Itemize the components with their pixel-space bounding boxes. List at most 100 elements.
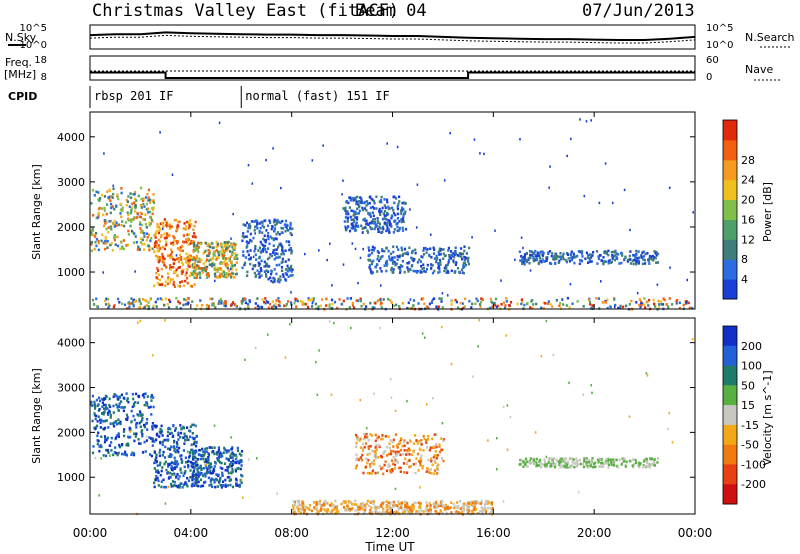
heatmap-cell	[398, 220, 401, 223]
heatmap-cell	[543, 463, 546, 467]
heatmap-cell	[426, 306, 429, 309]
heatmap-cell	[351, 304, 354, 307]
heatmap-cell	[644, 306, 647, 309]
heatmap-cell	[215, 477, 218, 481]
heatmap-cell	[172, 283, 175, 286]
heatmap-cell	[101, 401, 104, 404]
heatmap-cell	[195, 435, 198, 438]
heatmap-cell	[93, 194, 96, 197]
heatmap-cell	[354, 509, 357, 512]
heatmap-cell	[232, 453, 235, 456]
heatmap-cell	[127, 217, 130, 220]
heatmap-cell	[520, 459, 523, 462]
heatmap-cell	[411, 503, 414, 506]
heatmap-cell	[286, 264, 289, 268]
heatmap-cell	[435, 305, 438, 309]
heatmap-cell	[102, 403, 106, 407]
heatmap-cell	[115, 221, 118, 224]
heatmap-cell	[207, 464, 210, 468]
heatmap-cell	[430, 472, 433, 475]
heatmap-cell	[218, 300, 221, 303]
heatmap-cell	[178, 285, 182, 288]
heatmap-cell	[143, 403, 146, 407]
heatmap-cell	[199, 478, 203, 482]
heatmap-cell	[576, 300, 579, 303]
heatmap-cell	[587, 460, 590, 464]
heatmap-cell	[635, 301, 638, 304]
heatmap-cell	[355, 299, 358, 302]
heatmap-cell	[423, 437, 426, 441]
heatmap-cell	[194, 462, 197, 466]
heatmap-cell	[366, 436, 369, 439]
heatmap-cell	[265, 250, 268, 254]
heatmap-cell	[167, 430, 170, 434]
heatmap-cell	[230, 273, 233, 277]
heatmap-cell	[267, 306, 270, 310]
heatmap-cell	[127, 301, 130, 305]
heatmap-cell	[269, 253, 272, 256]
heatmap-cell	[155, 474, 158, 478]
heatmap-cell	[181, 272, 184, 275]
heatmap-cell	[391, 206, 394, 210]
heatmap-cell	[108, 397, 111, 401]
heatmap-cell	[530, 250, 533, 253]
heatmap-cell	[365, 427, 368, 430]
heatmap-cell	[314, 507, 317, 511]
heatmap-cell	[131, 451, 134, 455]
heatmap-cell	[442, 257, 445, 260]
heatmap-cell	[458, 252, 461, 255]
heatmap-cell	[447, 258, 451, 262]
heatmap-cell	[403, 444, 406, 448]
heatmap-cell	[160, 267, 163, 271]
heatmap-cell	[153, 451, 156, 454]
heatmap-cell	[490, 300, 493, 303]
heatmap-cell	[391, 468, 394, 471]
heatmap-cell	[146, 192, 149, 196]
heatmap-cell	[225, 449, 228, 452]
heatmap-cell	[419, 260, 422, 263]
heatmap-cell	[158, 225, 161, 229]
heatmap-cell	[433, 446, 436, 449]
heatmap-cell	[314, 302, 317, 306]
heatmap-cell	[273, 268, 276, 271]
heatmap-cell	[429, 446, 432, 449]
heatmap-cell	[537, 254, 540, 258]
heatmap-cell	[457, 506, 460, 510]
heatmap-cell	[142, 218, 145, 221]
heatmap-cell	[201, 484, 204, 488]
heatmap-cell	[119, 247, 122, 250]
heatmap-cell	[416, 452, 420, 456]
heatmap-cell	[375, 448, 378, 452]
heatmap-cell	[654, 252, 657, 255]
heatmap-cell	[262, 226, 266, 229]
heatmap-cell	[408, 246, 411, 250]
heatmap-cell	[623, 188, 626, 192]
heatmap-cell	[192, 458, 195, 461]
heatmap-cell	[236, 257, 239, 260]
heatmap-cell	[386, 508, 389, 511]
heatmap-cell	[230, 447, 233, 451]
heatmap-cell	[269, 235, 272, 238]
heatmap-cell	[100, 207, 104, 210]
heatmap-cell	[117, 435, 120, 439]
heatmap-cell	[532, 258, 535, 261]
heatmap-cell	[375, 506, 378, 510]
heatmap-cell	[401, 226, 404, 230]
heatmap-cell	[422, 434, 425, 438]
heatmap-cell	[348, 206, 351, 209]
heatmap-cell	[169, 471, 172, 475]
heatmap-cell	[249, 249, 252, 252]
heatmap-cell	[367, 246, 370, 249]
heatmap-cell	[637, 250, 640, 253]
heatmap-cell	[452, 252, 455, 255]
heatmap-cell	[569, 457, 572, 461]
heatmap-cell	[110, 206, 113, 210]
heatmap-cell	[267, 333, 269, 336]
heatmap-cell	[188, 451, 191, 454]
heatmap-cell	[185, 240, 188, 244]
heatmap-cell	[147, 188, 150, 192]
heatmap-cell	[195, 450, 198, 454]
heatmap-cell	[191, 436, 194, 440]
heatmap-cell	[594, 465, 597, 469]
